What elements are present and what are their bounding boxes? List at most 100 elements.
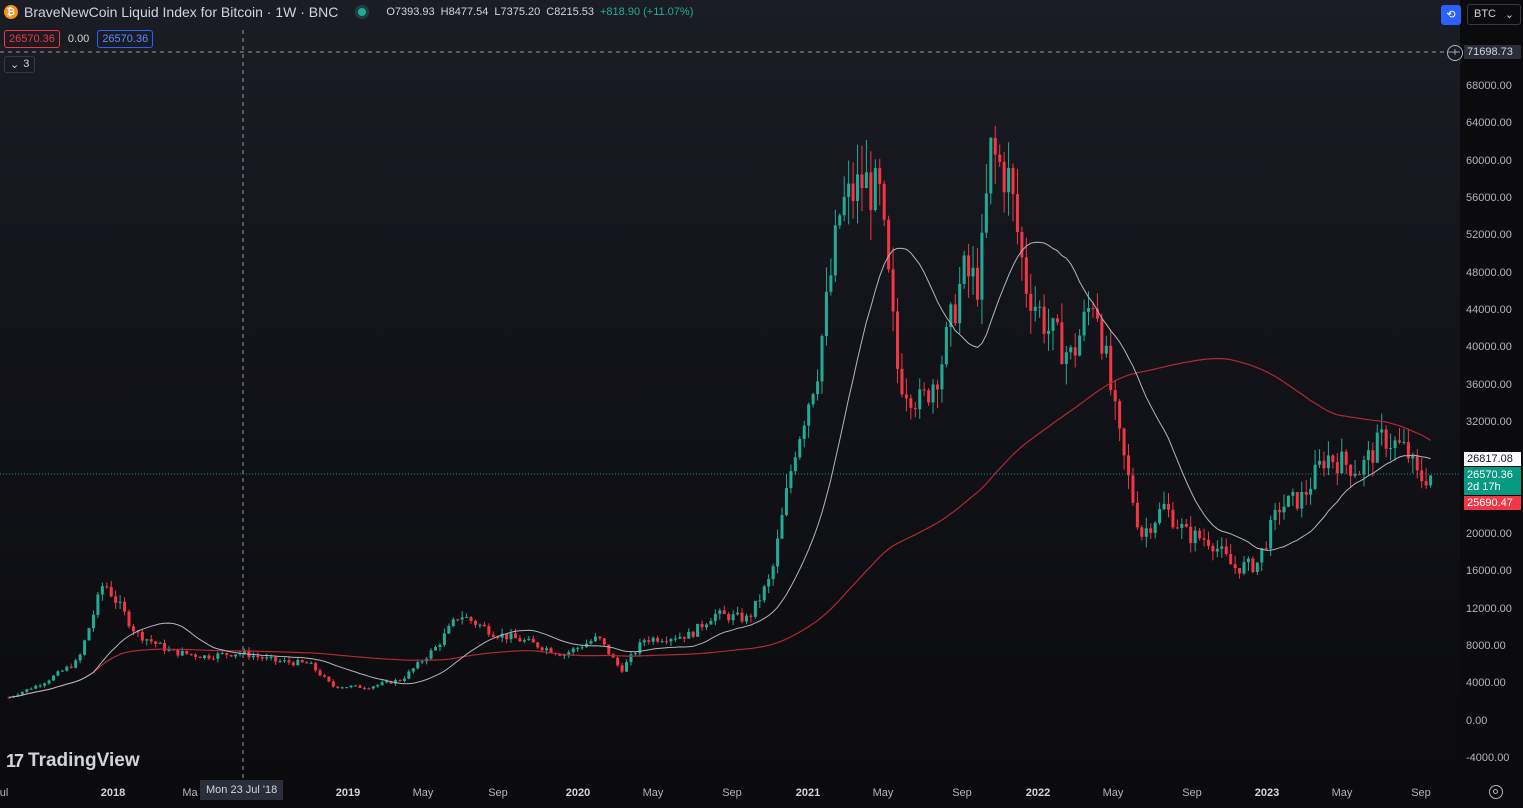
candle-body: [1078, 335, 1082, 356]
candle-body: [576, 647, 580, 649]
candle-body: [309, 662, 313, 664]
candle-body: [154, 641, 158, 644]
candle-body: [429, 650, 433, 659]
legend-row: 26570.36 0.00 26570.36: [4, 30, 154, 48]
candle-body: [1015, 194, 1019, 232]
price-tick-label: 44000.00: [1466, 304, 1512, 316]
candle-body: [1042, 306, 1046, 334]
candle-body: [1424, 481, 1428, 486]
candle-body: [784, 488, 788, 516]
candle-body: [438, 644, 442, 648]
candle-body: [420, 661, 424, 663]
candle-body: [465, 616, 469, 618]
candle-body: [1033, 306, 1037, 311]
time-tick-label: 2022: [1025, 787, 1051, 799]
candle-body: [140, 631, 144, 641]
candle-body: [509, 633, 513, 640]
candle-body: [931, 384, 935, 403]
candle-body: [216, 653, 220, 659]
candle-body: [1158, 509, 1162, 523]
price-tick-label: 60000.00: [1466, 154, 1512, 167]
tradingview-logo[interactable]: 17 TradingView: [6, 750, 140, 772]
symbol-title[interactable]: BraveNewCoin Liquid Index for Bitcoin · …: [24, 4, 339, 20]
candle-body: [229, 654, 233, 657]
candle-body: [371, 686, 375, 689]
candle-body: [238, 653, 242, 655]
candle-body: [1397, 440, 1401, 443]
candle-body: [878, 168, 882, 184]
candle-body: [407, 671, 411, 679]
bid-value[interactable]: 26570.36: [4, 30, 60, 48]
candle-body: [1278, 509, 1282, 513]
candle-body: [673, 638, 677, 640]
market-status-icon[interactable]: [358, 8, 367, 16]
candle-body: [989, 137, 993, 194]
candle-body: [540, 647, 544, 651]
candle-body: [704, 624, 708, 628]
candle-body: [225, 653, 229, 655]
candle-body: [1180, 523, 1184, 528]
candle-body: [1064, 352, 1068, 365]
candle-body: [700, 623, 704, 628]
candle-body: [762, 586, 766, 601]
candle-body: [1304, 491, 1308, 495]
price-tick-label: 4000.00: [1466, 677, 1506, 690]
candle-body: [562, 654, 566, 656]
candle-body: [327, 676, 331, 682]
candle-body: [798, 439, 802, 458]
candle-body: [1051, 318, 1055, 331]
currency-value: BTC: [1474, 8, 1496, 20]
candle-body: [314, 662, 318, 671]
candle-body: [282, 660, 286, 662]
candle-body: [527, 638, 531, 641]
candle-body: [345, 687, 349, 689]
crosshair-date-tag: Mon 23 Jul '18: [200, 780, 284, 800]
candle-body: [1060, 322, 1064, 365]
settings-icon[interactable]: [1489, 785, 1503, 799]
candle-body: [709, 620, 713, 625]
candle-body: [331, 681, 335, 687]
indicators-toggle[interactable]: ⌄ 3: [4, 56, 36, 73]
time-tick-label: Sep: [722, 787, 742, 799]
candle-body: [265, 657, 269, 659]
candle-body: [882, 183, 886, 220]
candle-body: [758, 600, 762, 602]
candle-body: [1020, 231, 1024, 258]
candle-body: [416, 661, 420, 669]
candle-body: [1202, 538, 1206, 540]
candle-body: [616, 657, 620, 666]
bitcoin-icon: ₿: [4, 5, 18, 19]
ask-value[interactable]: 26570.36: [97, 30, 154, 48]
candle-body: [322, 675, 326, 677]
candle-body: [171, 649, 175, 651]
price-axis[interactable]: [1460, 0, 1523, 780]
candle-body: [558, 654, 562, 656]
candle-body: [149, 639, 153, 642]
candle-body: [505, 633, 509, 640]
candle-body: [1415, 455, 1419, 471]
candle-body: [34, 685, 38, 689]
candle-body: [1122, 428, 1126, 456]
candle-body: [531, 638, 535, 643]
candle-body: [1153, 522, 1157, 533]
compare-icon[interactable]: ⟲: [1441, 4, 1461, 25]
candle-body: [1127, 455, 1131, 476]
candle-body: [1166, 503, 1170, 510]
time-tick-label: Sep: [1182, 787, 1202, 799]
candle-body: [16, 694, 20, 697]
candle-body: [602, 638, 606, 645]
candle-body: [1215, 548, 1219, 552]
candle-body: [824, 291, 828, 337]
candle-body: [1313, 464, 1317, 489]
candle-body: [234, 654, 238, 657]
candle-body: [1344, 451, 1348, 465]
candle-body: [522, 640, 526, 642]
candle-body: [1411, 455, 1415, 459]
candle-body: [1366, 450, 1370, 461]
plus-icon[interactable]: +: [1447, 45, 1463, 61]
indicators-count: 3: [23, 58, 30, 70]
chart-plot[interactable]: [0, 0, 1460, 780]
candle-body: [913, 407, 917, 410]
currency-select[interactable]: BTC ⌄: [1467, 4, 1521, 25]
candle-body: [78, 654, 82, 661]
